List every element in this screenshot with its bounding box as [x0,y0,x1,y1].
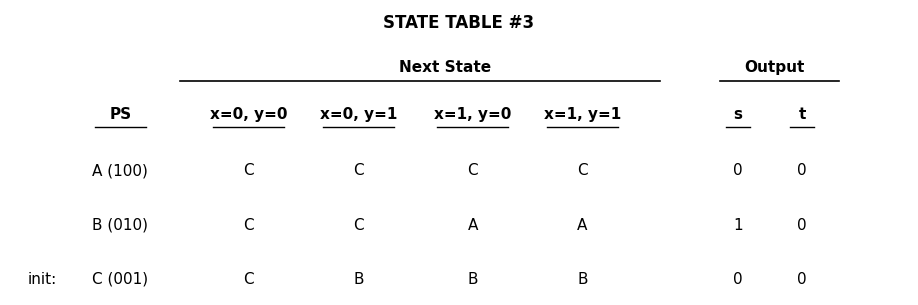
Text: 0: 0 [733,272,743,287]
Text: C: C [353,163,364,178]
Text: A: A [467,217,478,232]
Text: x=1, y=1: x=1, y=1 [544,107,621,122]
Text: C: C [577,163,588,178]
Text: B: B [467,272,478,287]
Text: s: s [733,107,743,122]
Text: 1: 1 [733,217,743,232]
Text: A: A [577,217,588,232]
Text: STATE TABLE #3: STATE TABLE #3 [384,13,534,31]
Text: PS: PS [109,107,131,122]
Text: t: t [799,107,806,122]
Text: 0: 0 [798,163,807,178]
Text: B: B [577,272,588,287]
Text: A (100): A (100) [93,163,149,178]
Text: Next State: Next State [399,60,491,75]
Text: B: B [353,272,364,287]
Text: x=0, y=1: x=0, y=1 [319,107,397,122]
Text: C: C [467,163,478,178]
Text: Output: Output [744,60,805,75]
Text: 0: 0 [798,217,807,232]
Text: x=1, y=0: x=1, y=0 [434,107,511,122]
Text: 0: 0 [798,272,807,287]
Text: C: C [243,163,253,178]
Text: C: C [243,272,253,287]
Text: C: C [353,217,364,232]
Text: B (010): B (010) [93,217,149,232]
Text: C: C [243,217,253,232]
Text: 0: 0 [733,163,743,178]
Text: C (001): C (001) [93,272,149,287]
Text: x=0, y=0: x=0, y=0 [209,107,287,122]
Text: init:: init: [28,272,57,287]
